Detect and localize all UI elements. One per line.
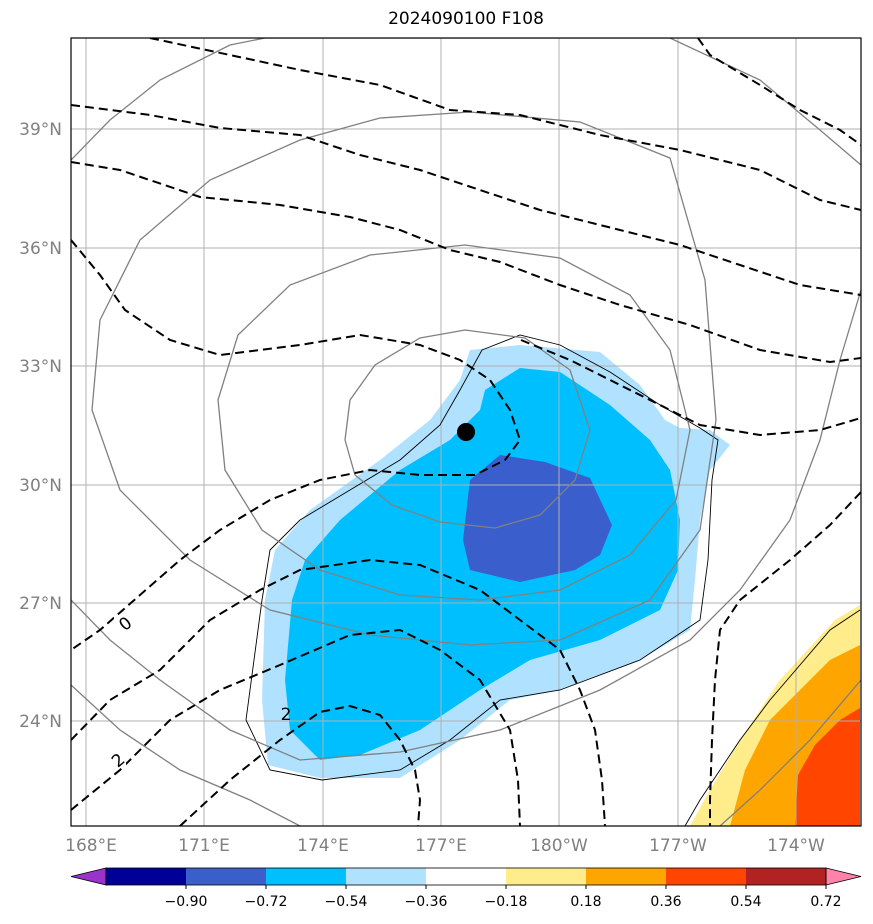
lon-label: 174°E: [297, 836, 349, 856]
colorbar-extend-high: [825, 867, 862, 886]
colorbar-segment: [746, 868, 827, 885]
shade-red-orange: [795, 708, 860, 826]
colorbar-segment: [266, 868, 347, 885]
colorbar-tick-label: −0.54: [325, 894, 368, 910]
colorbar-segment: [506, 868, 587, 885]
map-frame: [70, 37, 862, 827]
colorbar-segment: [426, 868, 507, 885]
colorbar-tick-label: −0.90: [165, 894, 208, 910]
colorbar-segment: [346, 868, 427, 885]
colorbar: −0.90 −0.72 −0.54 −0.36 −0.18 0.18 0.36 0.54 0.7…: [70, 867, 862, 910]
colorbar-segment: [106, 868, 187, 885]
contour-label-2-left: 2: [108, 750, 129, 772]
lat-label: 24°N: [19, 712, 62, 732]
lon-label: 171°E: [178, 836, 230, 856]
contour-label-2-center: 2: [281, 705, 292, 725]
colorbar-tick-label: 0.72: [810, 894, 841, 910]
colorbar-segment: [186, 868, 267, 885]
colorbar-tick-label: −0.18: [485, 894, 528, 910]
latitude-labels: 39°N 36°N 33°N 30°N 27°N 24°N: [19, 120, 62, 732]
colorbar-tick-label: 0.54: [730, 894, 761, 910]
dashed-contours: [71, 38, 861, 826]
colorbar-extend-low: [70, 867, 107, 886]
lon-label: 177°W: [649, 836, 707, 856]
chart-title: 2024090100 F108: [388, 9, 544, 29]
height-contours: [71, 38, 861, 826]
colorbar-tick-label: 0.18: [570, 894, 601, 910]
lon-label: 168°E: [65, 836, 117, 856]
storm-center-marker: [457, 423, 475, 441]
lat-label: 30°N: [19, 476, 62, 496]
longitude-labels: 168°E 171°E 174°E 177°E 180°W 177°W 174°…: [65, 836, 825, 856]
lon-label: 180°W: [530, 836, 588, 856]
colorbar-frame: [105, 867, 827, 886]
colorbar-tick-label: −0.72: [245, 894, 288, 910]
colorbar-tick-label: 0.36: [650, 894, 681, 910]
lon-label: 174°W: [767, 836, 825, 856]
shade-mid-blue: [463, 455, 612, 582]
graticule: [71, 38, 861, 826]
colorbar-tick-label: −0.36: [405, 894, 448, 910]
lat-label: 39°N: [19, 120, 62, 140]
lat-label: 33°N: [19, 357, 62, 377]
map-area: 0 2 2: [71, 38, 861, 826]
colorbar-segment: [586, 868, 667, 885]
zero-contour-thin-se: [684, 609, 861, 826]
colorbar-segment: [666, 868, 747, 885]
lat-label: 36°N: [19, 239, 62, 259]
lon-label: 177°E: [415, 836, 467, 856]
lat-label: 27°N: [19, 594, 62, 614]
